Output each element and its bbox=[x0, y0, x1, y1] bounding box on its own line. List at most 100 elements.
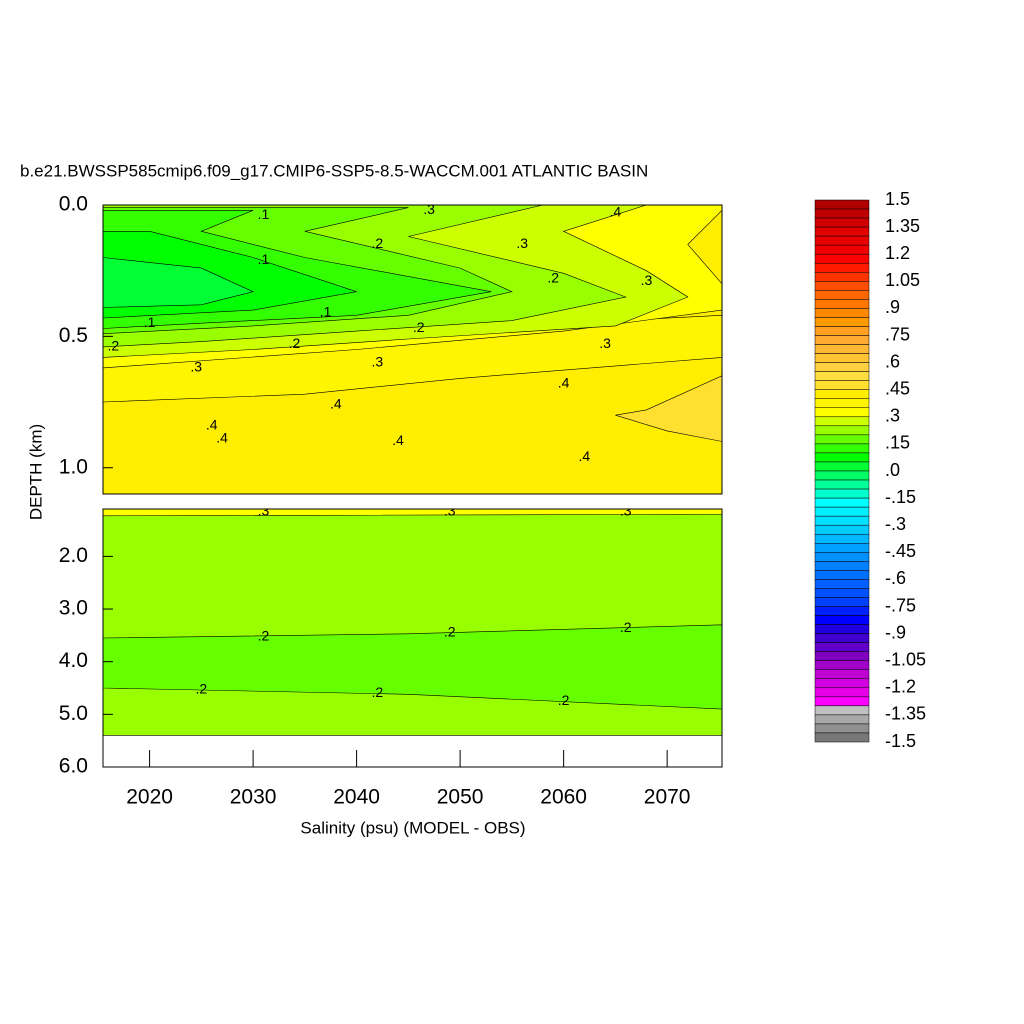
colorbar-box bbox=[814, 687, 870, 698]
contour-label: .3 bbox=[371, 353, 383, 369]
colorbar-box bbox=[814, 262, 870, 273]
contour-label: .3 bbox=[190, 359, 202, 375]
contour-label: .1 bbox=[258, 206, 270, 222]
colorbar-box bbox=[814, 597, 870, 607]
colorbar-box bbox=[814, 226, 870, 237]
contour-label: .4 bbox=[392, 432, 404, 448]
colorbar-box bbox=[814, 443, 870, 454]
colorbar-box bbox=[814, 299, 870, 309]
colorbar-box bbox=[814, 235, 870, 246]
colorbar-label: -.45 bbox=[885, 541, 916, 561]
colorbar-box bbox=[814, 434, 870, 445]
contour-fill bbox=[103, 509, 722, 517]
colorbar-label: -.6 bbox=[885, 568, 906, 588]
colorbar-label: -.15 bbox=[885, 487, 916, 507]
colorbar-label: 1.5 bbox=[885, 189, 910, 209]
contour-label: .3 bbox=[641, 272, 653, 288]
colorbar-label: -.3 bbox=[885, 514, 906, 534]
y-tick-label: 0.5 bbox=[59, 324, 88, 347]
x-tick-label: 2060 bbox=[540, 786, 587, 809]
colorbar-box bbox=[814, 624, 870, 634]
colorbar-label: -1.35 bbox=[885, 704, 926, 724]
colorbar-label: -1.5 bbox=[885, 731, 916, 751]
colorbar-label: -.75 bbox=[885, 595, 916, 615]
colorbar-label: .0 bbox=[885, 460, 900, 480]
colorbar-label: .15 bbox=[885, 433, 910, 453]
colorbar-box bbox=[814, 398, 870, 409]
colorbar-box bbox=[814, 199, 870, 210]
contour-label: .1 bbox=[320, 303, 332, 319]
contour-label: .3 bbox=[620, 502, 632, 518]
contour-fill bbox=[103, 624, 722, 710]
contour-label: .3 bbox=[258, 502, 270, 518]
colorbar-box bbox=[814, 380, 870, 390]
colorbar-box bbox=[814, 317, 870, 327]
colorbar-box bbox=[814, 506, 870, 517]
contour-label: .3 bbox=[444, 502, 456, 518]
y-tick-label: 4.0 bbox=[59, 649, 88, 672]
colorbar-box bbox=[814, 606, 870, 616]
colorbar-box bbox=[814, 696, 870, 707]
contour-label: .2 bbox=[371, 684, 383, 700]
colorbar-box bbox=[814, 217, 870, 228]
colorbar-box bbox=[814, 714, 870, 725]
y-tick-label: 6.0 bbox=[59, 755, 88, 778]
colorbar-box bbox=[814, 244, 870, 255]
x-tick-label: 2050 bbox=[437, 786, 484, 809]
contour-label: .3 bbox=[516, 235, 528, 251]
x-tick-label: 2020 bbox=[126, 786, 173, 809]
colorbar-box bbox=[814, 615, 870, 625]
x-axis-label: Salinity (psu) (MODEL - OBS) bbox=[300, 818, 525, 837]
panel-frame bbox=[102, 508, 723, 768]
contour-label: .3 bbox=[599, 335, 611, 351]
colorbar-label: -1.05 bbox=[885, 649, 926, 669]
colorbar-box bbox=[814, 651, 870, 661]
colorbar-box bbox=[814, 543, 870, 553]
colorbar-label: .9 bbox=[885, 297, 900, 317]
colorbar-label: .75 bbox=[885, 324, 910, 344]
y-tick-label: 3.0 bbox=[59, 597, 88, 620]
colorbar-box bbox=[814, 488, 870, 499]
colorbar-box bbox=[814, 642, 870, 652]
x-tick-label: 2040 bbox=[333, 786, 380, 809]
colorbar-box bbox=[814, 669, 870, 680]
colorbar-box bbox=[814, 272, 870, 282]
contour-label: .4 bbox=[610, 204, 622, 220]
chart-title: b.e21.BWSSP585cmip6.f09_g17.CMIP6-SSP5-8… bbox=[20, 161, 648, 180]
colorbar-box bbox=[814, 425, 870, 436]
colorbar-box bbox=[814, 524, 870, 535]
colorbar-box bbox=[814, 723, 870, 734]
contour-label: .4 bbox=[216, 430, 228, 446]
contour-label: .1 bbox=[144, 314, 156, 330]
colorbar-box bbox=[814, 344, 870, 354]
contour-label: .2 bbox=[620, 619, 632, 635]
colorbar-box bbox=[814, 579, 870, 589]
colorbar-label: -1.2 bbox=[885, 677, 916, 697]
contour-label: .4 bbox=[578, 448, 590, 464]
colorbar-label: .3 bbox=[885, 406, 900, 426]
colorbar-box bbox=[814, 552, 870, 562]
panel: .1.3.4.2.3.1.2.3.1.1.2.2.2.3.3.3.4.4.4.4… bbox=[103, 201, 722, 494]
colorbar-box bbox=[814, 660, 870, 670]
colorbar-box bbox=[814, 281, 870, 291]
contour-label: .2 bbox=[108, 338, 120, 354]
contour-label: .2 bbox=[413, 319, 425, 335]
y-tick-label: 2.0 bbox=[59, 544, 88, 567]
contour-label: .2 bbox=[371, 235, 383, 251]
colorbar-box bbox=[814, 705, 870, 716]
colorbar-box bbox=[814, 570, 870, 580]
contour-label: .2 bbox=[547, 269, 559, 285]
contour-label: .4 bbox=[206, 416, 218, 432]
contour-label: .3 bbox=[423, 201, 435, 217]
x-tick-label: 2030 bbox=[230, 786, 277, 809]
contour-label: .2 bbox=[195, 680, 207, 696]
colorbar-label: 1.05 bbox=[885, 270, 920, 290]
colorbar-box bbox=[814, 533, 870, 544]
colorbar-box bbox=[814, 732, 870, 743]
colorbar-box bbox=[814, 326, 870, 336]
colorbar-label: .6 bbox=[885, 351, 900, 371]
panel-frame bbox=[102, 204, 723, 495]
y-axis-label: DEPTH (km) bbox=[26, 424, 45, 520]
colorbar-box bbox=[814, 633, 870, 643]
